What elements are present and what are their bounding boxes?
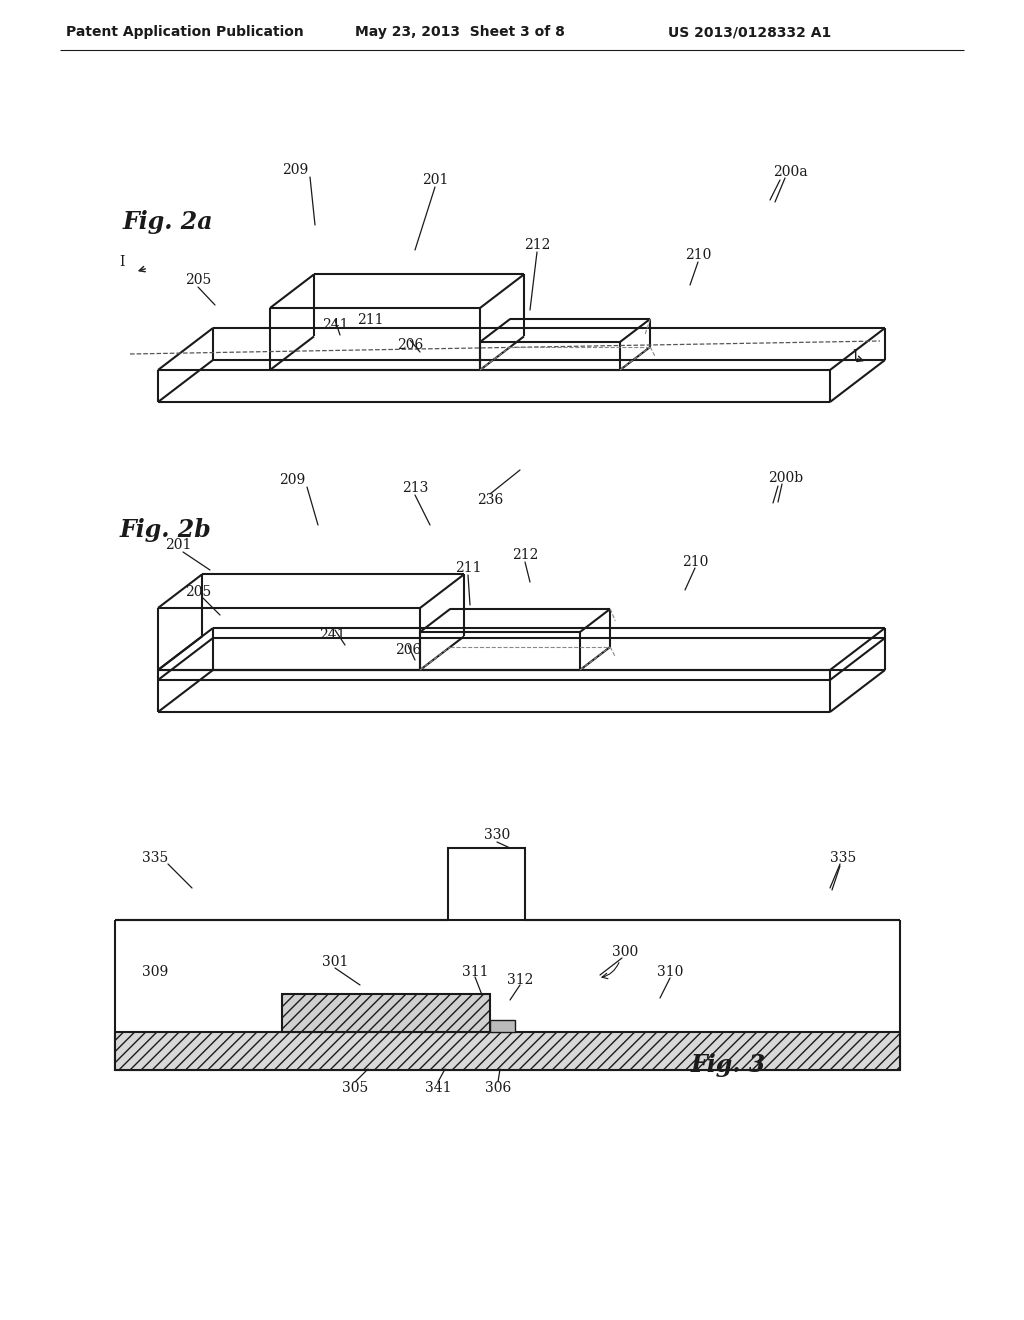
- Text: 206: 206: [395, 643, 421, 657]
- Text: 201: 201: [165, 539, 191, 552]
- Text: 212: 212: [512, 548, 539, 562]
- Text: 209: 209: [279, 473, 305, 487]
- Text: 211: 211: [455, 561, 481, 576]
- Text: 201: 201: [422, 173, 449, 187]
- Text: 205: 205: [185, 273, 211, 286]
- Text: 301: 301: [322, 954, 348, 969]
- Text: 305: 305: [342, 1081, 368, 1096]
- Text: 200a: 200a: [773, 165, 807, 180]
- Text: May 23, 2013  Sheet 3 of 8: May 23, 2013 Sheet 3 of 8: [355, 25, 565, 40]
- Text: I: I: [120, 255, 125, 269]
- Text: 236: 236: [477, 492, 503, 507]
- Text: 330: 330: [484, 828, 510, 842]
- Text: 335: 335: [142, 851, 168, 865]
- Text: 206: 206: [397, 338, 423, 352]
- Bar: [282, 994, 490, 1032]
- Text: Fig. 2a: Fig. 2a: [123, 210, 213, 234]
- Text: 211: 211: [356, 313, 383, 327]
- Text: 310: 310: [656, 965, 683, 979]
- Bar: [115, 1032, 900, 1071]
- Text: 241: 241: [322, 318, 348, 333]
- Text: 341: 341: [425, 1081, 452, 1096]
- Text: 200b: 200b: [768, 471, 804, 484]
- Text: 213: 213: [401, 480, 428, 495]
- Text: Patent Application Publication: Patent Application Publication: [67, 25, 304, 40]
- Bar: [490, 1020, 515, 1032]
- Text: I: I: [852, 348, 858, 363]
- Text: 311: 311: [462, 965, 488, 979]
- Text: 210: 210: [685, 248, 712, 261]
- Text: 312: 312: [507, 973, 534, 987]
- Text: 205: 205: [185, 585, 211, 599]
- Text: Fig. 3: Fig. 3: [690, 1053, 766, 1077]
- Text: 210: 210: [682, 554, 709, 569]
- Text: US 2013/0128332 A1: US 2013/0128332 A1: [669, 25, 831, 40]
- Text: 309: 309: [142, 965, 168, 979]
- Text: Fig. 2b: Fig. 2b: [119, 517, 211, 543]
- Bar: [449, 847, 525, 920]
- Text: 241: 241: [318, 628, 345, 642]
- Text: 306: 306: [485, 1081, 511, 1096]
- Text: 300: 300: [612, 945, 638, 960]
- Text: 335: 335: [829, 851, 856, 865]
- Text: 212: 212: [524, 238, 550, 252]
- Text: 209: 209: [282, 162, 308, 177]
